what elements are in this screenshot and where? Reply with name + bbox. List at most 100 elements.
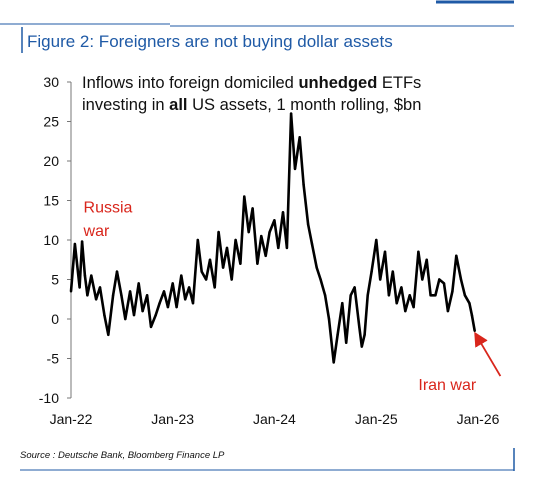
data-point	[408, 294, 411, 297]
data-point	[459, 278, 463, 281]
data-point	[184, 298, 187, 301]
data-point	[196, 238, 199, 242]
data-point	[145, 294, 149, 297]
data-point	[285, 246, 289, 250]
data-point	[162, 290, 166, 293]
data-point	[69, 290, 73, 293]
x-tick-label: Jan-23	[151, 411, 194, 427]
data-point	[442, 282, 446, 285]
data-point	[256, 262, 259, 265]
data-point	[213, 286, 216, 289]
data-point	[191, 302, 195, 305]
data-point	[358, 325, 361, 329]
data-point	[395, 302, 398, 305]
data-point	[349, 294, 352, 297]
data-point	[273, 219, 276, 222]
data-point	[383, 250, 387, 253]
data-point	[363, 333, 366, 336]
data-point	[124, 317, 127, 321]
data-point	[281, 211, 285, 214]
caption-part-3: ETFs	[377, 74, 421, 92]
data-point	[289, 112, 293, 115]
data-point	[425, 258, 428, 261]
chart-caption-line1: Inflows into foreign domiciled unhedged …	[82, 74, 421, 92]
chart-caption-line2: investing in all US assets, 1 month roll…	[82, 96, 421, 114]
data-point	[387, 294, 391, 297]
x-tick-label: Jan-25	[355, 411, 398, 427]
data-point	[327, 317, 331, 321]
caption-part-2: unhedged	[298, 74, 377, 92]
data-point	[225, 246, 229, 250]
y-tick-label: -5	[47, 351, 60, 367]
data-point	[115, 270, 119, 273]
x-tick-label: Jan-26	[457, 411, 500, 427]
source-note: Source : Deutsche Bank, Bloomberg Financ…	[20, 450, 225, 461]
data-point	[336, 333, 339, 336]
data-point	[315, 266, 318, 269]
data-point	[370, 270, 373, 273]
data-point	[298, 136, 301, 139]
data-point	[323, 294, 327, 297]
y-axis-ticks: 30 25 20 15 10 5 0 -5 -10	[39, 74, 71, 406]
data-point	[264, 254, 267, 257]
y-tick-label: 10	[43, 232, 59, 248]
data-point	[171, 282, 174, 285]
data-point	[366, 294, 369, 297]
data-point	[200, 270, 203, 273]
data-point	[217, 230, 220, 234]
data-point	[375, 238, 378, 242]
series-points	[69, 112, 476, 364]
data-point	[103, 313, 106, 317]
annotation-iran-war: Iran war	[418, 377, 476, 394]
data-point	[470, 313, 474, 317]
data-point	[429, 294, 432, 297]
data-point	[187, 286, 191, 289]
data-point	[306, 223, 310, 226]
figure-title: Figure 2: Foreigners are not buying doll…	[27, 32, 393, 51]
data-point	[208, 258, 212, 261]
data-point	[277, 246, 280, 250]
caption-part-6: US assets, 1 month rolling, $bn	[188, 96, 422, 114]
y-tick-label: -10	[39, 390, 59, 406]
data-point	[302, 183, 305, 186]
data-point	[239, 262, 242, 265]
data-point	[98, 286, 102, 289]
y-tick-label: 15	[43, 193, 59, 209]
data-point	[319, 278, 322, 281]
data-point	[434, 294, 437, 297]
data-point	[120, 294, 123, 297]
data-point	[243, 195, 246, 198]
caption-part-4: investing in	[82, 96, 169, 114]
data-point	[251, 207, 254, 210]
y-tick-label: 5	[51, 272, 59, 288]
data-point	[379, 278, 382, 281]
data-point	[83, 274, 87, 277]
data-point	[438, 278, 441, 281]
data-point	[400, 286, 403, 289]
data-point	[353, 286, 356, 289]
data-point	[111, 294, 115, 297]
data-point	[310, 242, 314, 246]
data-point	[412, 305, 415, 309]
y-tick-label: 25	[43, 114, 59, 130]
y-tick-label: 20	[43, 153, 59, 169]
data-point	[463, 294, 467, 297]
data-point	[360, 345, 363, 348]
data-point	[107, 333, 110, 336]
data-point	[404, 309, 407, 313]
series-line-etf-inflows	[69, 112, 476, 364]
data-point	[345, 341, 348, 344]
data-point	[137, 282, 140, 285]
data-point	[421, 278, 424, 281]
data-point	[332, 361, 335, 364]
y-tick-label: 0	[51, 311, 59, 327]
data-point	[128, 290, 132, 293]
data-point	[132, 313, 136, 317]
data-point	[204, 278, 208, 281]
data-point	[221, 266, 225, 269]
annotation-russia: Russia	[84, 199, 133, 216]
data-point	[293, 167, 297, 171]
x-axis-ticks: Jan-22 Jan-23 Jan-24 Jan-25 Jan-26	[50, 411, 500, 427]
data-point	[230, 278, 233, 281]
data-point	[158, 302, 161, 305]
